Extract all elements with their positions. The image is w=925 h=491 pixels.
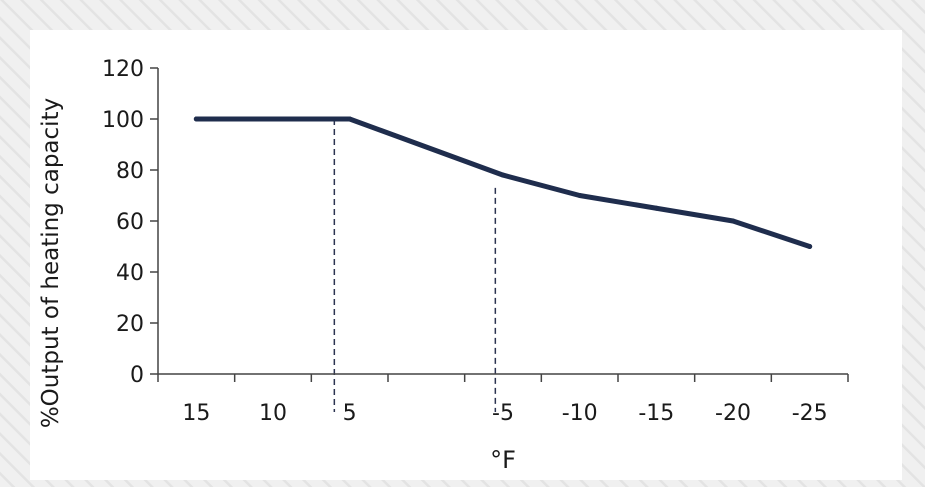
reference-lines <box>333 119 497 412</box>
x-tick-label: -20 <box>715 401 751 426</box>
x-tick-label: -15 <box>638 401 674 426</box>
x-tick-label: -5 <box>492 401 514 426</box>
data-point <box>730 218 736 224</box>
data-point <box>653 205 659 211</box>
data-point <box>500 172 506 178</box>
y-tick-label: 0 <box>130 363 144 388</box>
data-point <box>193 116 199 122</box>
y-tick-label: 100 <box>102 108 144 133</box>
y-axis-title: %Output of heating capacity <box>38 98 64 428</box>
data-point <box>347 116 353 122</box>
x-axis-title: °F <box>490 446 516 474</box>
x-tick-label: 15 <box>182 401 210 426</box>
y-tick-label: 20 <box>116 312 144 337</box>
series-lines <box>193 116 813 249</box>
y-tick-label: 40 <box>116 261 144 286</box>
data-point <box>577 193 583 198</box>
data-point <box>807 244 813 249</box>
y-tick-label: 120 <box>102 57 144 82</box>
y-axis-ticks: 0 20 40 60 80 100 120 <box>102 57 158 388</box>
x-tick-label: -25 <box>792 401 828 426</box>
y-tick-label: 80 <box>116 159 144 184</box>
plot-panel <box>30 30 902 480</box>
x-tick-label: 10 <box>259 401 287 426</box>
x-axis-ticks: 15 10 5 -5 -10 -15 -20 -25 <box>157 374 849 426</box>
x-tick-label: 5 <box>343 401 357 426</box>
y-tick-label: 60 <box>116 210 144 235</box>
x-tick-label: -10 <box>562 401 598 426</box>
